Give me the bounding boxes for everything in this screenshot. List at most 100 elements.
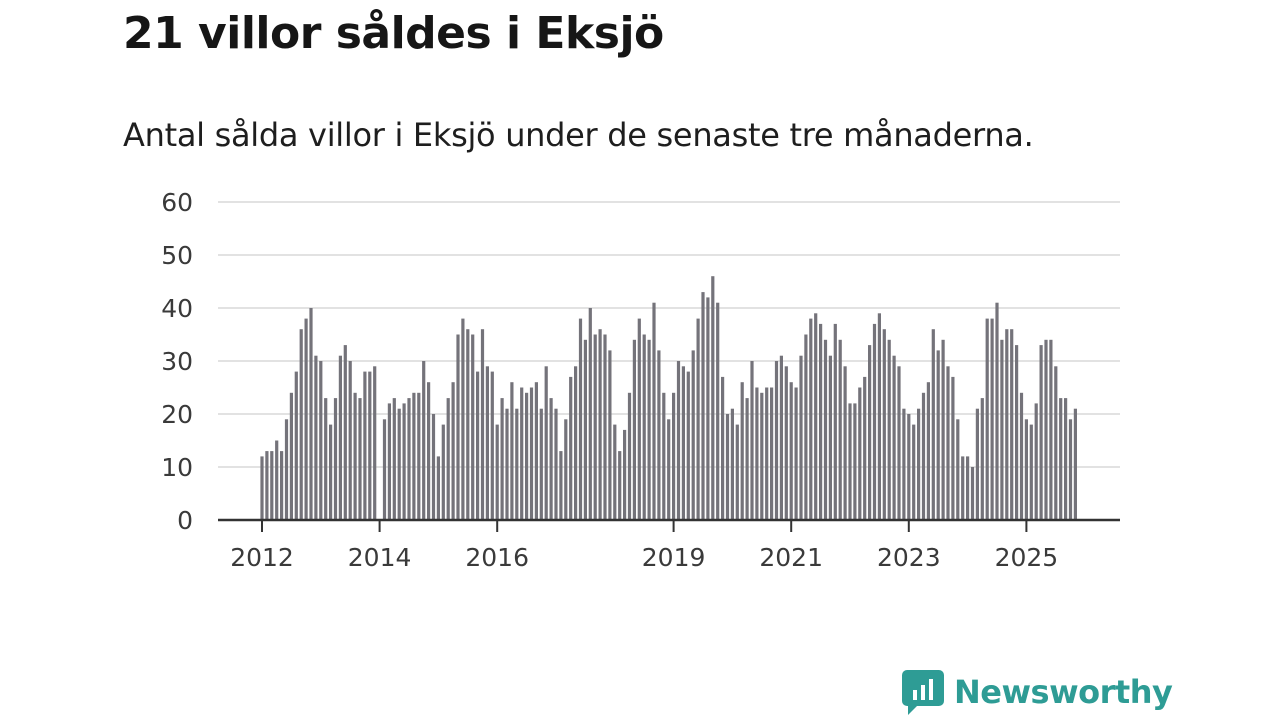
bar xyxy=(951,376,955,520)
bar xyxy=(632,339,636,520)
bar xyxy=(755,387,759,520)
bar xyxy=(975,408,979,520)
bar xyxy=(1019,392,1024,520)
bar xyxy=(603,334,607,520)
bar xyxy=(1068,419,1073,520)
bar xyxy=(1049,339,1053,520)
bar xyxy=(1039,345,1043,520)
bar xyxy=(574,366,578,520)
bar xyxy=(662,392,666,520)
bar xyxy=(441,424,445,520)
bar xyxy=(676,361,681,520)
bar xyxy=(784,366,788,520)
bar xyxy=(446,398,450,520)
bar xyxy=(980,398,984,520)
bar xyxy=(877,313,881,520)
bar xyxy=(270,451,274,520)
bar xyxy=(691,350,695,520)
bar xyxy=(422,361,426,520)
bar xyxy=(500,398,504,520)
bar xyxy=(828,355,832,520)
bar xyxy=(480,329,485,520)
bar xyxy=(417,392,421,520)
bar xyxy=(407,398,411,520)
bar xyxy=(995,302,999,520)
bar xyxy=(529,387,534,520)
bar xyxy=(770,387,774,520)
bar xyxy=(750,361,754,520)
y-tick-label: 10 xyxy=(161,453,193,482)
bar xyxy=(402,403,406,520)
newsworthy-logo: Newsworthy xyxy=(902,668,1173,716)
bar xyxy=(686,371,690,520)
bar xyxy=(961,456,965,520)
bar xyxy=(863,376,867,520)
bar xyxy=(696,318,700,520)
bar xyxy=(941,339,945,520)
bar xyxy=(343,345,347,520)
bar xyxy=(897,366,901,520)
bar xyxy=(794,387,798,520)
bar xyxy=(804,334,808,520)
bar xyxy=(760,392,764,520)
bar xyxy=(456,334,460,520)
bar xyxy=(872,323,877,520)
bar xyxy=(1000,339,1004,520)
bar xyxy=(853,403,857,520)
bar xyxy=(373,366,377,520)
bar xyxy=(735,424,739,520)
bar xyxy=(1029,424,1033,520)
bar xyxy=(471,334,475,520)
bar xyxy=(706,297,710,520)
bar xyxy=(956,419,960,520)
bar xyxy=(1073,408,1077,520)
y-axis-ticks: 0 10 20 30 40 50 60 xyxy=(161,188,193,535)
bar xyxy=(520,387,524,520)
bar xyxy=(583,339,587,520)
bar xyxy=(799,355,803,520)
bar xyxy=(838,339,842,520)
bar xyxy=(329,424,333,520)
bar xyxy=(1054,366,1058,520)
bar xyxy=(578,318,583,520)
bar xyxy=(525,392,529,520)
bar xyxy=(627,392,632,520)
bar xyxy=(745,398,749,520)
bar xyxy=(554,408,558,520)
chart-title: 21 villor såldes i Eksjö xyxy=(123,8,664,59)
bar xyxy=(495,424,499,520)
bar xyxy=(275,440,279,520)
bar xyxy=(382,419,387,520)
y-tick-label: 50 xyxy=(161,241,193,270)
bar xyxy=(387,403,391,520)
bar xyxy=(476,371,480,520)
y-tick-label: 0 xyxy=(177,506,193,535)
y-tick-label: 30 xyxy=(161,347,193,376)
bar xyxy=(970,467,975,520)
bar xyxy=(309,308,313,520)
x-tick-label: 2019 xyxy=(642,543,706,572)
bar xyxy=(348,361,352,520)
bar xyxy=(892,355,896,520)
bar xyxy=(534,382,538,520)
x-tick-label: 2023 xyxy=(877,543,941,572)
y-tick-label: 20 xyxy=(161,400,193,429)
x-tick-label: 2025 xyxy=(995,543,1059,572)
bar xyxy=(1015,345,1019,520)
bar xyxy=(510,382,514,520)
bar xyxy=(549,398,553,520)
bar xyxy=(642,334,646,520)
bar xyxy=(1024,419,1028,520)
bar xyxy=(672,392,676,520)
bar xyxy=(485,366,489,520)
annotation-label: 21 xyxy=(1080,0,1109,6)
bar xyxy=(431,414,436,520)
bar xyxy=(1005,329,1009,520)
y-tick-label: 40 xyxy=(161,294,193,323)
bar xyxy=(588,308,592,520)
bar xyxy=(814,313,818,520)
bar xyxy=(304,318,308,520)
bar xyxy=(466,329,470,520)
bar xyxy=(280,451,284,520)
bar xyxy=(314,355,318,520)
